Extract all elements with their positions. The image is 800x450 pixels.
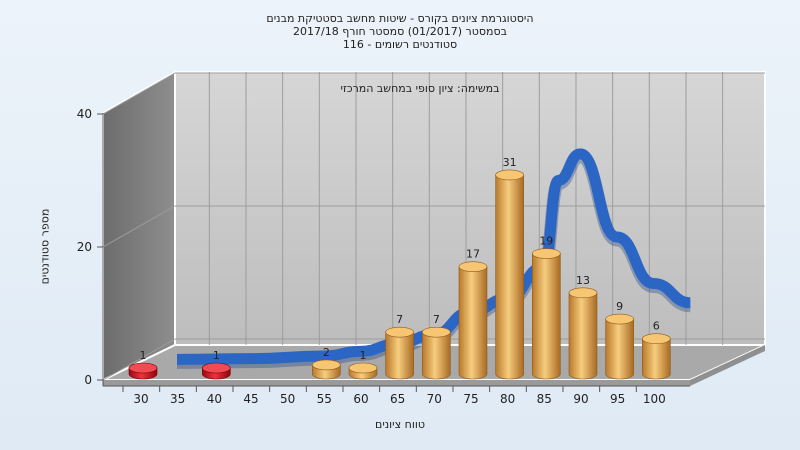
grid-line-side: [102, 338, 176, 381]
bar: [532, 248, 561, 380]
x-axis-label: טווח ציונים: [375, 418, 425, 431]
bar-body: [605, 318, 634, 380]
x-tick-label: 40: [207, 392, 222, 406]
bar-value-label: 9: [616, 300, 623, 313]
bar-top: [458, 261, 488, 272]
x-tick-label: 95: [610, 392, 625, 406]
x-tick-label: 85: [537, 392, 552, 406]
bar-top: [495, 169, 524, 181]
bar-top: [202, 362, 231, 374]
bar-value-label: 2: [323, 346, 330, 359]
bar: [458, 261, 488, 380]
y-tick-label: 0: [84, 373, 92, 387]
x-tick-label: 70: [427, 392, 442, 406]
bar-top: [348, 362, 378, 374]
y-tick-label: 20: [77, 240, 92, 254]
x-tick-label: 55: [317, 392, 332, 406]
x-tick-label: 30: [133, 392, 148, 406]
bar: [495, 169, 524, 380]
floor-edge: [103, 380, 690, 386]
bar-value-label: 19: [539, 235, 553, 248]
chart-annotation: במשימה: ציון סופי במחשב המרכזי: [340, 82, 499, 95]
grid-line-side: [102, 205, 176, 248]
bar: [385, 326, 414, 380]
chart-subtitle-semester: בסמסטר (01/2017) סמסטר חורף 2017/18: [293, 25, 507, 38]
bar: [202, 362, 231, 380]
x-tick-label: 35: [170, 392, 185, 406]
bar-body: [532, 253, 561, 380]
bar: [568, 287, 598, 380]
bar: [128, 362, 158, 380]
x-tick-label: 75: [463, 392, 478, 406]
bar: [605, 313, 634, 380]
bar-value-label: 17: [466, 248, 480, 261]
bar-top: [642, 333, 671, 345]
x-tick-label: 80: [500, 392, 515, 406]
bar-value-label: 31: [503, 156, 517, 169]
x-tick-label: 65: [390, 392, 405, 406]
bar-value-label: 7: [396, 313, 403, 326]
bar-body: [458, 266, 488, 380]
bar-top: [568, 287, 598, 299]
chart-title: היסטוגרמת ציונים בקורס - שיטות מחשב בסטט…: [266, 12, 534, 25]
bar-top: [385, 326, 414, 338]
bar-value-label: 1: [213, 349, 220, 362]
bar: [642, 333, 671, 380]
x-tick-label: 100: [643, 392, 666, 406]
x-tick-label: 60: [353, 392, 368, 406]
x-tick-label: 50: [280, 392, 295, 406]
bar-top: [128, 362, 158, 374]
bar-value-label: 1: [140, 349, 147, 362]
grid-line-side: [102, 72, 176, 115]
bar-body: [495, 174, 524, 380]
bar-top: [312, 359, 341, 371]
bar-body: [422, 331, 451, 380]
bar: [312, 359, 341, 380]
bar-body: [568, 292, 598, 380]
y-tick-label: 40: [77, 107, 92, 121]
chart-subtitle-students: סטודנטים רשומים - 116: [342, 38, 458, 51]
bar-body: [642, 338, 671, 380]
bar-value-label: 7: [433, 313, 440, 326]
x-tick-label: 90: [573, 392, 588, 406]
bar-value-label: 1: [359, 349, 366, 362]
bar: [348, 362, 378, 380]
bar-top: [605, 313, 634, 325]
bar-body: [385, 331, 414, 380]
bar-value-label: 6: [653, 320, 660, 333]
bar: [422, 326, 451, 380]
bar-value-label: 13: [576, 274, 590, 287]
x-tick-label: 45: [243, 392, 258, 406]
bar-top: [422, 326, 451, 338]
floor-right-edge: [690, 345, 765, 386]
bar-top: [532, 248, 561, 259]
